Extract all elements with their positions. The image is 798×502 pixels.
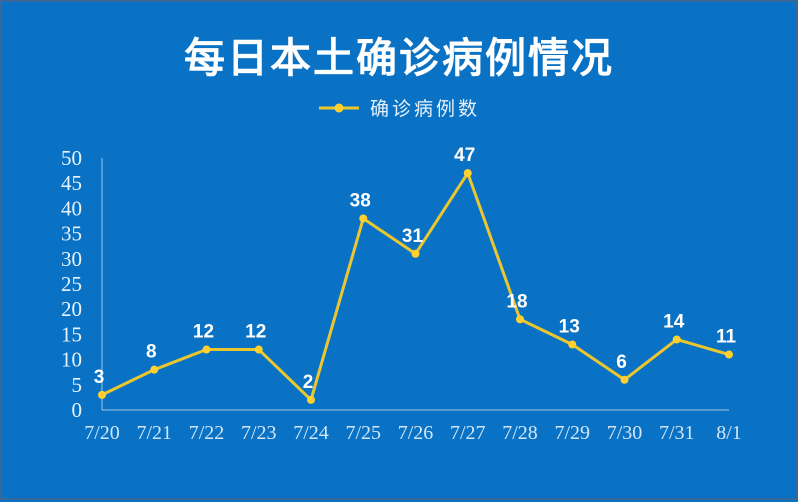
y-tick-label: 30: [61, 247, 82, 271]
x-tick-label: 7/21: [136, 422, 172, 444]
legend-label: 确诊病例数: [369, 99, 480, 120]
data-point-label: 12: [245, 322, 266, 343]
data-point: [516, 315, 524, 324]
x-tick-label: 8/1: [716, 422, 742, 444]
data-point: [307, 395, 315, 404]
data-point-label: 31: [402, 226, 424, 247]
y-tick-label: 5: [72, 373, 83, 397]
y-tick-label: 40: [61, 196, 82, 220]
x-tick-label: 7/24: [293, 422, 329, 444]
data-point: [620, 375, 629, 384]
data-point-label: 38: [350, 190, 371, 211]
y-tick-label: 25: [61, 272, 82, 296]
data-point-label: 6: [616, 352, 627, 373]
x-tick-label: 7/31: [659, 422, 695, 444]
data-point: [568, 340, 577, 349]
x-tick-label: 7/23: [241, 422, 277, 444]
y-tick-label: 15: [61, 322, 82, 346]
x-tick-label: 7/30: [607, 422, 643, 444]
data-point-label: 13: [559, 316, 580, 337]
legend-line-marker-icon: [318, 103, 359, 112]
x-tick-label: 7/27: [450, 422, 486, 444]
data-point: [672, 335, 681, 344]
data-point-label: 8: [146, 342, 157, 363]
chart-title: 每日本土确诊病例情况: [184, 35, 614, 81]
data-point-label: 11: [716, 327, 737, 348]
y-tick-label: 10: [61, 348, 82, 372]
data-point: [411, 249, 420, 258]
y-tick-label: 45: [61, 171, 82, 195]
data-point-label: 3: [94, 367, 105, 388]
x-tick-label: 7/22: [189, 422, 225, 444]
data-point: [359, 214, 368, 223]
legend: 确诊病例数: [2, 94, 796, 121]
data-point: [463, 169, 472, 178]
x-tick-label: 7/25: [345, 422, 381, 444]
data-point: [725, 350, 733, 359]
y-tick-label: 50: [61, 146, 82, 170]
x-tick-label: 7/28: [502, 422, 538, 444]
data-point-label: 2: [303, 372, 314, 393]
y-tick-label: 20: [61, 297, 82, 321]
data-point-label: 47: [454, 145, 475, 166]
data-point: [150, 365, 159, 374]
data-point-label: 14: [663, 311, 685, 332]
data-point: [202, 345, 211, 354]
x-tick-label: 7/26: [398, 422, 434, 444]
data-point-label: 18: [506, 291, 527, 312]
series-line: [100, 171, 731, 402]
data-point-label: 12: [193, 322, 214, 343]
x-tick-label: 7/20: [84, 422, 120, 444]
y-tick-label: 0: [72, 398, 83, 422]
data-point: [98, 390, 106, 399]
y-tick-label: 35: [61, 222, 82, 246]
data-point: [254, 345, 263, 354]
x-tick-label: 7/29: [554, 422, 590, 444]
